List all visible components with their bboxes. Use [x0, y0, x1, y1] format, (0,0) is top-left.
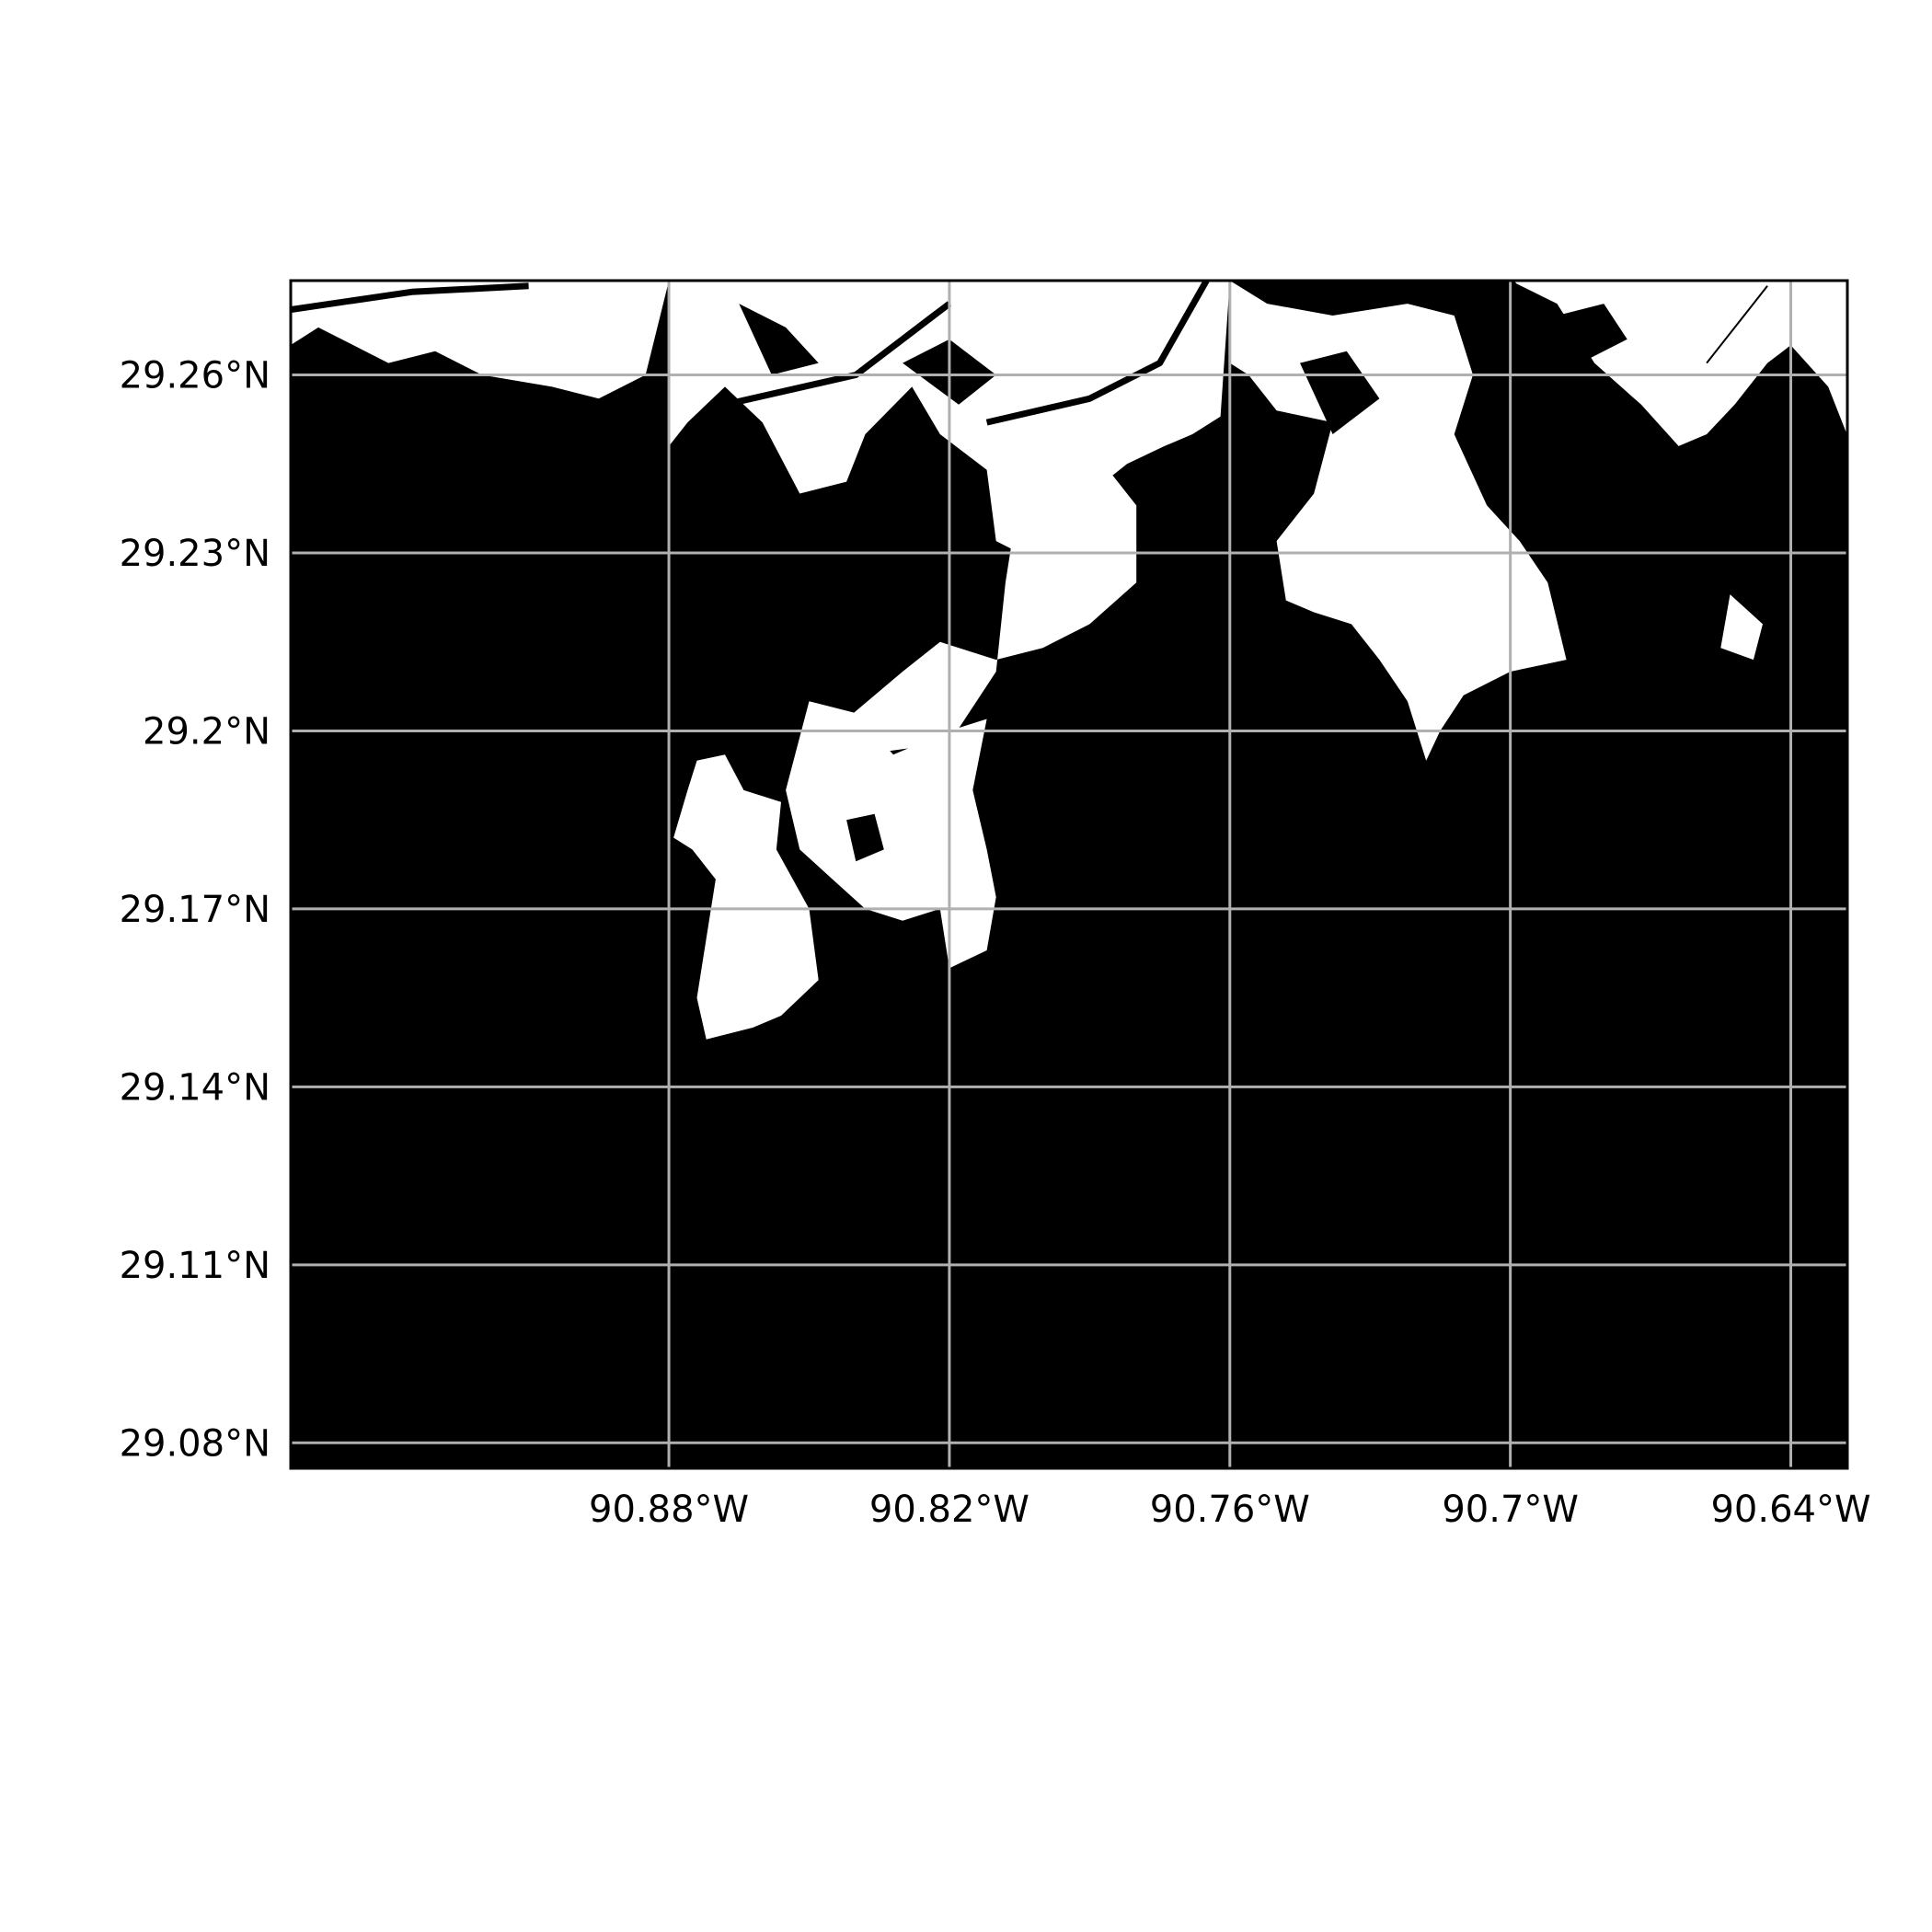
lat-tick-label: 29.11°N [120, 1245, 270, 1287]
lon-tick-label: 90.88°W [589, 1489, 749, 1531]
lat-tick-label: 29.2°N [143, 710, 270, 753]
map-plot-area[interactable] [291, 281, 1848, 1468]
land-north-east-marsh-a [1229, 281, 1567, 761]
latitude-tick-labels: 29.26°N 29.23°N 29.2°N 29.17°N 29.14°N 29.11°… [120, 355, 270, 1466]
land-layer [291, 281, 1847, 1040]
land-east-islet [1720, 594, 1763, 661]
gridlines [291, 281, 1847, 1468]
lat-tick-label: 29.17°N [120, 889, 270, 931]
lon-tick-label: 90.76°W [1150, 1489, 1310, 1531]
water-pond-north-east [1557, 304, 1627, 363]
lat-tick-label: 29.26°N [120, 355, 270, 397]
map-frame [289, 279, 1849, 1470]
lon-tick-label: 90.7°W [1442, 1489, 1579, 1531]
water-pond-west-island [846, 813, 884, 862]
land-central-peninsula [818, 445, 1137, 761]
land-south-west-island [673, 754, 819, 1040]
annotation-layer [1706, 285, 1768, 364]
channel-diagonal [985, 281, 1210, 426]
water-bay-notch-west [739, 304, 819, 375]
channel-bayou [1507, 281, 1654, 524]
land-west-island-group [786, 701, 996, 969]
lat-tick-label: 29.08°N [120, 1422, 270, 1465]
land-north-west-shore [291, 281, 670, 399]
channel-west [291, 282, 529, 314]
lon-tick-label: 90.64°W [1710, 1489, 1870, 1531]
road-line-0 [1706, 285, 1768, 364]
lon-tick-label: 90.82°W [869, 1489, 1029, 1531]
lat-tick-label: 29.23°N [120, 533, 270, 575]
lat-tick-label: 29.14°N [120, 1066, 270, 1109]
longitude-tick-labels: 90.88°W 90.82°W 90.76°W 90.7°W 90.64°W [589, 1489, 1871, 1531]
water-pond-east [1300, 351, 1380, 434]
